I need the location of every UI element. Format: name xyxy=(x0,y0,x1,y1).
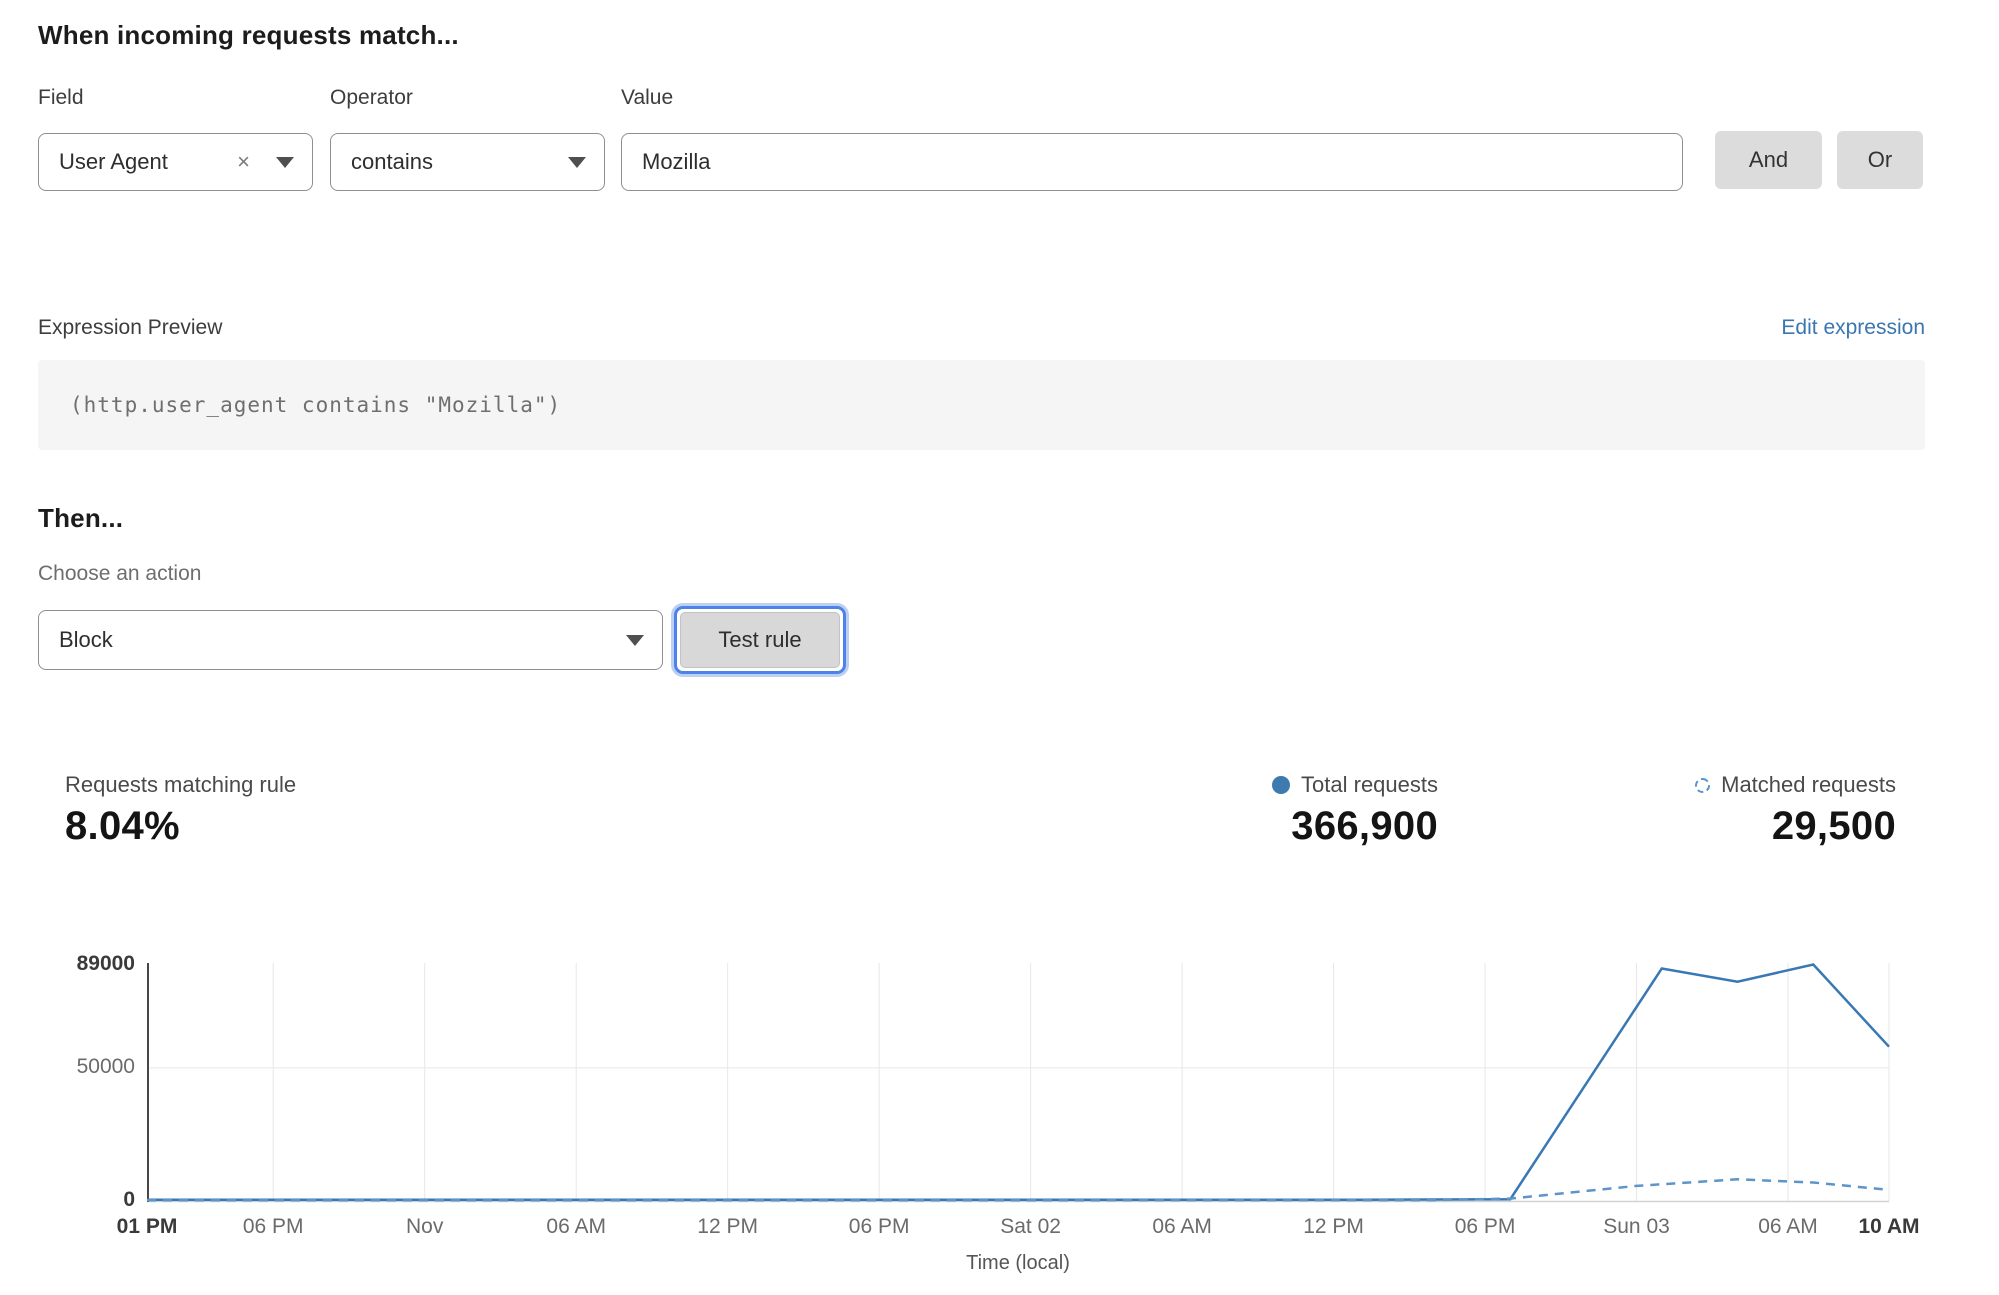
solid-dot-icon xyxy=(1272,776,1291,794)
expression-code-box: (http.user_agent contains "Mozilla") xyxy=(38,360,1925,450)
field-label: Field xyxy=(38,86,84,109)
matched-requests-value: 29,500 xyxy=(1771,804,1896,848)
chevron-down-icon xyxy=(568,156,586,168)
matched-requests-legend: Matched requests xyxy=(1695,772,1896,798)
operator-select-value: contains xyxy=(351,149,433,174)
x-tick-label: 01 PM xyxy=(116,1215,178,1238)
dashed-circle-icon xyxy=(1695,777,1711,793)
series-solid-line xyxy=(147,963,1890,1201)
x-tick-label: 06 PM xyxy=(848,1215,910,1238)
or-button[interactable]: Or xyxy=(1837,131,1923,189)
match-section-heading: When incoming requests match... xyxy=(38,20,459,50)
x-tick-label: Sun 03 xyxy=(1603,1215,1670,1238)
field-select[interactable]: User Agent × xyxy=(38,133,313,191)
requests-matching-label: Requests matching rule xyxy=(65,772,297,797)
y-tick-label: 50000 xyxy=(76,1054,135,1078)
expression-preview-label: Expression Preview xyxy=(38,316,223,339)
x-tick-label: 06 AM xyxy=(1152,1215,1212,1238)
then-heading: Then... xyxy=(38,503,124,533)
series-dashed-line xyxy=(147,1178,1890,1202)
requests-line-chart xyxy=(147,963,1890,1203)
choose-action-label: Choose an action xyxy=(38,562,202,585)
action-select[interactable]: Block xyxy=(38,610,663,670)
action-select-value: Block xyxy=(59,627,113,652)
value-input[interactable]: Mozilla xyxy=(621,133,1683,191)
expression-code: (http.user_agent contains "Mozilla") xyxy=(70,393,562,417)
test-rule-button-focus-ring: Test rule xyxy=(674,606,846,674)
x-tick-label: 06 AM xyxy=(1758,1215,1818,1238)
operator-select[interactable]: contains xyxy=(330,133,605,191)
x-tick-label: 06 PM xyxy=(1454,1215,1516,1238)
total-requests-legend: Total requests xyxy=(1272,772,1438,798)
chevron-down-icon xyxy=(276,156,294,168)
clear-field-icon[interactable]: × xyxy=(237,149,250,174)
field-select-value: User Agent xyxy=(59,149,168,174)
and-button[interactable]: And xyxy=(1715,131,1822,189)
value-label: Value xyxy=(621,86,674,109)
x-tick-label: 12 PM xyxy=(1303,1215,1364,1238)
test-rule-button[interactable]: Test rule xyxy=(680,612,840,668)
x-tick-label: 06 PM xyxy=(242,1215,304,1238)
x-tick-label: 12 PM xyxy=(697,1215,758,1238)
chevron-down-icon xyxy=(626,634,644,646)
operator-label: Operator xyxy=(330,86,413,109)
edit-expression-link[interactable]: Edit expression xyxy=(1781,316,1925,339)
y-tick-label: 89000 xyxy=(76,951,135,975)
x-tick-label: Nov xyxy=(406,1215,444,1238)
x-tick-label: 06 AM xyxy=(546,1215,606,1238)
value-input-text: Mozilla xyxy=(642,149,711,174)
x-tick-label: Sat 02 xyxy=(1000,1215,1061,1238)
x-axis-title: Time (local) xyxy=(966,1252,1070,1274)
y-tick-label: 0 xyxy=(123,1187,135,1211)
x-tick-label: 10 AM xyxy=(1858,1215,1920,1238)
requests-matching-value: 8.04% xyxy=(65,804,180,848)
total-requests-value: 366,900 xyxy=(1291,804,1438,848)
